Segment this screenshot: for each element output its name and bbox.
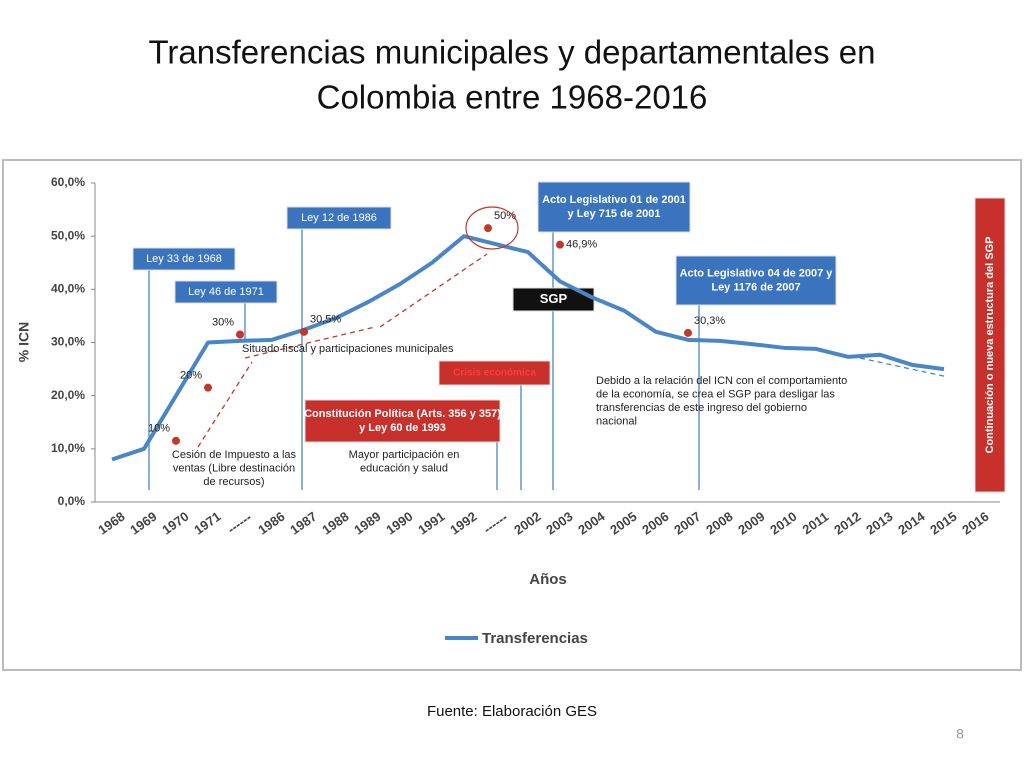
marker	[556, 240, 564, 249]
event-label: Ley 46 de 1971	[188, 286, 264, 298]
marker	[300, 327, 308, 336]
event-box	[132, 247, 236, 271]
event-label: Crisis económica	[453, 368, 536, 379]
event-box	[174, 280, 278, 304]
highlight	[465, 206, 519, 250]
marker	[684, 328, 692, 337]
note: Situado fiscal y participaciones municip…	[242, 343, 454, 355]
marker-label: 30,5%	[310, 314, 341, 326]
event-label: y Ley 715 de 2001	[568, 208, 661, 220]
marker	[236, 330, 244, 339]
event-label: Ley 12 de 1986	[301, 212, 377, 224]
y-tick-label: 60,0%	[51, 175, 85, 189]
x-axis-label: Años	[529, 571, 567, 588]
event-box	[304, 399, 501, 443]
marker	[172, 436, 180, 445]
event-label: y Ley 60 de 1993	[359, 422, 446, 434]
y-tick-label: 50,0%	[51, 228, 85, 242]
chart-frame	[2, 159, 1022, 671]
marker-label: 10%	[148, 423, 170, 435]
side-label: Continuación o nueva estructura del SGP	[984, 237, 996, 454]
line-series	[111, 234, 945, 462]
marker-label: 30,3%	[694, 315, 725, 327]
event-box	[537, 181, 691, 233]
event-box	[675, 255, 837, 306]
event-label: Acto Legislativo 01 de 2001	[542, 194, 686, 206]
note: nacional	[596, 415, 637, 427]
note: de la economía, se crea el SGP para desl…	[596, 388, 835, 400]
y-tick-label: 30,0%	[51, 335, 85, 349]
note: ventas (Libre destinación	[173, 462, 295, 474]
trend-arrow	[859, 357, 949, 378]
y-axis-label: % ICN	[16, 322, 32, 362]
note: educación y salud	[360, 462, 448, 474]
marker	[204, 383, 212, 392]
y-tick-label: 40,0%	[51, 282, 85, 296]
event-label: Acto Legislativo 04 de 2007 y	[680, 267, 834, 279]
title-line: Transferencias municipales y departament…	[149, 34, 876, 71]
trend-arrows	[197, 253, 488, 448]
note: Cesión de Impuesto a las	[172, 449, 297, 461]
event-label: Constitución Política (Arts. 356 y 357)	[304, 408, 501, 420]
marker-label: 46,9%	[566, 239, 597, 251]
marker	[484, 224, 492, 233]
event-label: SGP	[540, 291, 568, 306]
title-line: Colombia entre 1968-2016	[317, 79, 708, 116]
event-label: Ley 33 de 1968	[146, 253, 222, 265]
legend-label: Transferencias	[482, 630, 588, 647]
marker-label: 20%	[180, 370, 202, 382]
y-tick-label: 10,0%	[51, 441, 85, 455]
source: Fuente: Elaboración GES	[427, 703, 597, 720]
event-box	[438, 360, 551, 386]
y-tick-label: 0,0%	[58, 494, 86, 508]
event-label: Ley 1176 de 2007	[711, 281, 800, 293]
side-bar	[974, 197, 1006, 493]
page-number: 8	[956, 726, 964, 742]
event-box	[286, 206, 392, 230]
note: de recursos)	[203, 476, 264, 488]
note: Mayor participación en	[349, 449, 460, 461]
note: transferencias de este ingreso del gobie…	[596, 402, 807, 414]
note: Debido a la relación del ICN con el comp…	[596, 375, 847, 387]
y-tick-label: 20,0%	[51, 388, 85, 402]
marker-label: 30%	[212, 316, 234, 328]
